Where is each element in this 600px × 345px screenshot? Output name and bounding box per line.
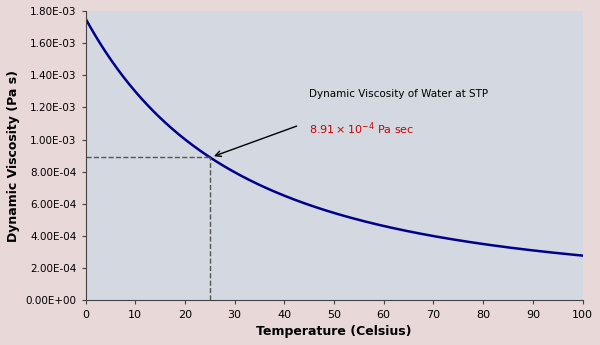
X-axis label: Temperature (Celsius): Temperature (Celsius): [256, 325, 412, 338]
Text: Dynamic Viscosity of Water at STP: Dynamic Viscosity of Water at STP: [309, 89, 488, 99]
Y-axis label: Dynamic Viscosity (Pa s): Dynamic Viscosity (Pa s): [7, 70, 20, 242]
Text: $8.91 \times 10^{-4}$ Pa sec: $8.91 \times 10^{-4}$ Pa sec: [309, 120, 415, 137]
